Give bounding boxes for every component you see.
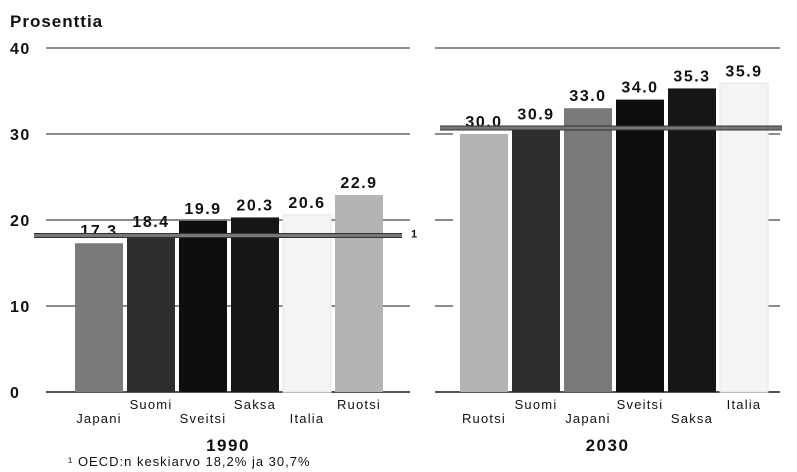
category-label: Sveitsi <box>617 397 664 412</box>
bar-value-label: 20.6 <box>288 195 325 212</box>
category-label: Japani <box>76 411 122 426</box>
category-label: Saksa <box>671 411 713 426</box>
y-axis-title: Prosenttia <box>10 12 103 31</box>
category-label: Suomi <box>515 397 558 412</box>
y-tick-label: 30 <box>10 127 31 144</box>
bar-value-label: 20.3 <box>236 197 273 214</box>
category-label: Ruotsi <box>337 397 381 412</box>
category-label: Italia <box>290 411 325 426</box>
y-tick-label: 20 <box>10 213 31 230</box>
bar <box>75 243 123 392</box>
y-tick-label: 10 <box>10 299 31 316</box>
panel-title: 2030 <box>586 436 630 455</box>
average-line-footnote-marker: 1 <box>411 228 417 240</box>
bar-value-label: 33.0 <box>569 88 606 105</box>
y-tick-label: 0 <box>10 385 20 402</box>
bar-value-label: 34.0 <box>621 80 658 97</box>
bar-value-label: 35.3 <box>673 68 710 85</box>
bar <box>231 217 279 392</box>
category-label: Sveitsi <box>180 411 227 426</box>
bar-value-label: 18.4 <box>132 214 169 231</box>
y-tick-label: 40 <box>10 41 31 58</box>
bar <box>179 220 227 392</box>
bar <box>668 88 716 393</box>
category-label: Japani <box>565 411 611 426</box>
bar-value-label: 30.9 <box>517 106 554 123</box>
bar <box>460 134 508 392</box>
bar-value-label: 35.9 <box>725 63 762 80</box>
bar <box>616 99 664 392</box>
bar-value-label: 22.9 <box>340 175 377 192</box>
bar <box>719 82 769 393</box>
category-label: Ruotsi <box>462 411 506 426</box>
bar <box>335 195 383 392</box>
footnote: ¹ OECD:n keskiarvo 18,2% ja 30,7% <box>68 454 311 469</box>
panel-title: 1990 <box>206 436 250 455</box>
category-label: Suomi <box>130 397 173 412</box>
category-label: Saksa <box>234 397 276 412</box>
bar <box>282 214 332 393</box>
category-label: Italia <box>727 397 762 412</box>
bar <box>564 108 612 392</box>
bar-value-label: 19.9 <box>184 201 221 218</box>
bar <box>512 126 560 392</box>
bar <box>127 233 175 392</box>
